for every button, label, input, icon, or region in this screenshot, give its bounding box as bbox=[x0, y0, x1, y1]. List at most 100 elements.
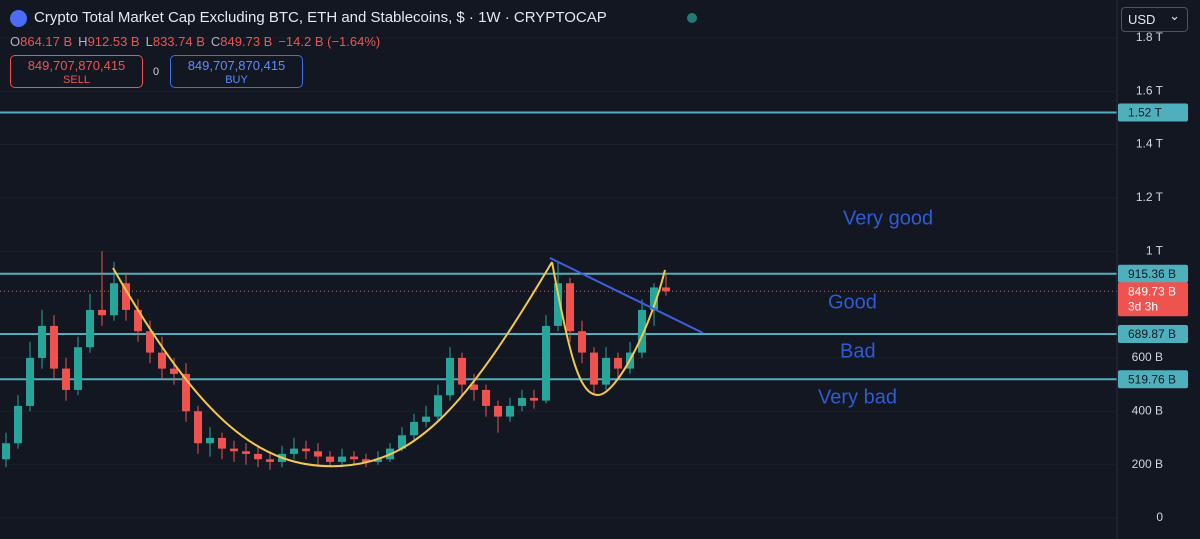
candle-body bbox=[110, 283, 118, 316]
candle-body bbox=[230, 448, 238, 452]
level-label: 519.76 B bbox=[1128, 372, 1176, 386]
spread: 0 bbox=[153, 66, 160, 78]
candle-body bbox=[122, 283, 130, 310]
ohlc-key: O bbox=[10, 34, 21, 49]
candle-body bbox=[494, 405, 502, 417]
y-tick-label: 400 B bbox=[1132, 403, 1163, 417]
candle-body bbox=[218, 437, 226, 449]
candle-body bbox=[290, 448, 298, 454]
candle-body bbox=[590, 352, 598, 385]
countdown-label: 3d 3h bbox=[1128, 299, 1158, 313]
candle-body bbox=[518, 397, 526, 406]
candle-body bbox=[578, 331, 586, 353]
candle-body bbox=[374, 459, 382, 462]
candle-body bbox=[266, 459, 274, 462]
candle-body bbox=[182, 373, 190, 412]
currency-select[interactable]: USD bbox=[1121, 4, 1188, 32]
candle-body bbox=[50, 325, 58, 369]
ohlc-value: 864.17 B bbox=[20, 34, 73, 49]
candle-body bbox=[14, 405, 22, 444]
candle-body bbox=[74, 347, 82, 390]
candle-body bbox=[62, 368, 70, 390]
y-tick-label: 1.2 T bbox=[1136, 190, 1164, 204]
candle-body bbox=[302, 448, 310, 452]
trend-line bbox=[549, 257, 704, 334]
annotation: Bad bbox=[840, 340, 876, 362]
candle-body bbox=[38, 325, 46, 358]
candle-body bbox=[362, 459, 370, 462]
buy-price: 849,707,870,415 bbox=[187, 58, 286, 73]
candle-body bbox=[410, 421, 418, 436]
current-price-label: 849.73 B bbox=[1128, 284, 1176, 298]
y-tick-label: 1.8 T bbox=[1136, 30, 1164, 44]
candle-body bbox=[194, 411, 202, 444]
candle-body bbox=[86, 309, 94, 348]
y-tick-label: 1 T bbox=[1146, 243, 1164, 257]
level-label: 915.36 B bbox=[1128, 267, 1176, 281]
candle-body bbox=[434, 395, 442, 417]
candle-body bbox=[350, 456, 358, 460]
change: −14.2 B (−1.64%) bbox=[278, 34, 381, 49]
level-label: 1.52 T bbox=[1128, 106, 1162, 120]
y-tick-label: 1.6 T bbox=[1136, 83, 1164, 97]
level-label-box bbox=[1118, 264, 1188, 283]
candle-body bbox=[2, 443, 10, 460]
candle-body bbox=[170, 368, 178, 374]
candle-body bbox=[662, 287, 670, 292]
candle-body bbox=[650, 287, 658, 310]
candle-body bbox=[422, 416, 430, 422]
annotation: Very bad bbox=[818, 386, 897, 408]
level-label: 689.87 B bbox=[1128, 327, 1176, 341]
candle-body bbox=[530, 397, 538, 401]
candle-body bbox=[26, 357, 34, 406]
candle-body bbox=[158, 352, 166, 369]
candle-body bbox=[542, 325, 550, 401]
candle-body bbox=[146, 331, 154, 353]
candle-body bbox=[482, 389, 490, 406]
ohlc-value: 912.53 B bbox=[87, 34, 140, 49]
handle-curve bbox=[551, 261, 666, 397]
level-label-box bbox=[1118, 324, 1188, 343]
candle-body bbox=[638, 309, 646, 353]
sell-price: 849,707,870,415 bbox=[27, 58, 126, 73]
candle-body bbox=[458, 357, 466, 385]
annotation: Very good bbox=[843, 207, 933, 229]
ohlc-legend: O864.17 B H912.53 B L833.74 B C849.73 B −14.… bbox=[10, 34, 386, 49]
cup-curve bbox=[112, 261, 553, 468]
candle-body bbox=[314, 451, 322, 457]
candle-body bbox=[554, 283, 562, 326]
candle-body bbox=[614, 357, 622, 369]
y-tick-label: 600 B bbox=[1132, 350, 1163, 364]
buy-label: BUY bbox=[225, 74, 248, 86]
ohlc-key: L bbox=[145, 34, 153, 49]
ohlc-value: 849.73 B bbox=[220, 34, 273, 49]
y-axis: 0 200 B 400 B 600 B 1 T 1.2 T 1.4 T 1.6 T 1.8 T 1… bbox=[1118, 30, 1188, 524]
candle-body bbox=[506, 405, 514, 417]
candle-body bbox=[602, 357, 610, 385]
candle-body bbox=[134, 309, 142, 332]
annotation: Good bbox=[828, 291, 877, 313]
candle-body bbox=[470, 384, 478, 390]
candle-body bbox=[242, 451, 250, 454]
y-tick-label: 200 B bbox=[1132, 457, 1163, 471]
candle-body bbox=[206, 437, 214, 444]
candle-body bbox=[98, 309, 106, 316]
candle-body bbox=[326, 456, 334, 462]
candle-body bbox=[566, 283, 574, 332]
candle-body bbox=[338, 456, 346, 462]
y-tick-label: 0 bbox=[1156, 510, 1163, 524]
current-price-box bbox=[1118, 282, 1188, 317]
ohlc-key: H bbox=[78, 34, 88, 49]
sell-button[interactable]: 849,707,870,415 SELL bbox=[10, 55, 143, 88]
sell-label: SELL bbox=[63, 74, 90, 86]
ohlc-value: 833.74 B bbox=[152, 34, 205, 49]
chart-title: Crypto Total Market Cap Excluding BTC, E… bbox=[34, 9, 607, 26]
buy-button[interactable]: 849,707,870,415 BUY bbox=[170, 55, 303, 88]
candle-body bbox=[446, 357, 454, 396]
level-label-box bbox=[1118, 103, 1188, 122]
y-tick-label: 1.4 T bbox=[1136, 137, 1164, 151]
market-status bbox=[687, 13, 697, 23]
